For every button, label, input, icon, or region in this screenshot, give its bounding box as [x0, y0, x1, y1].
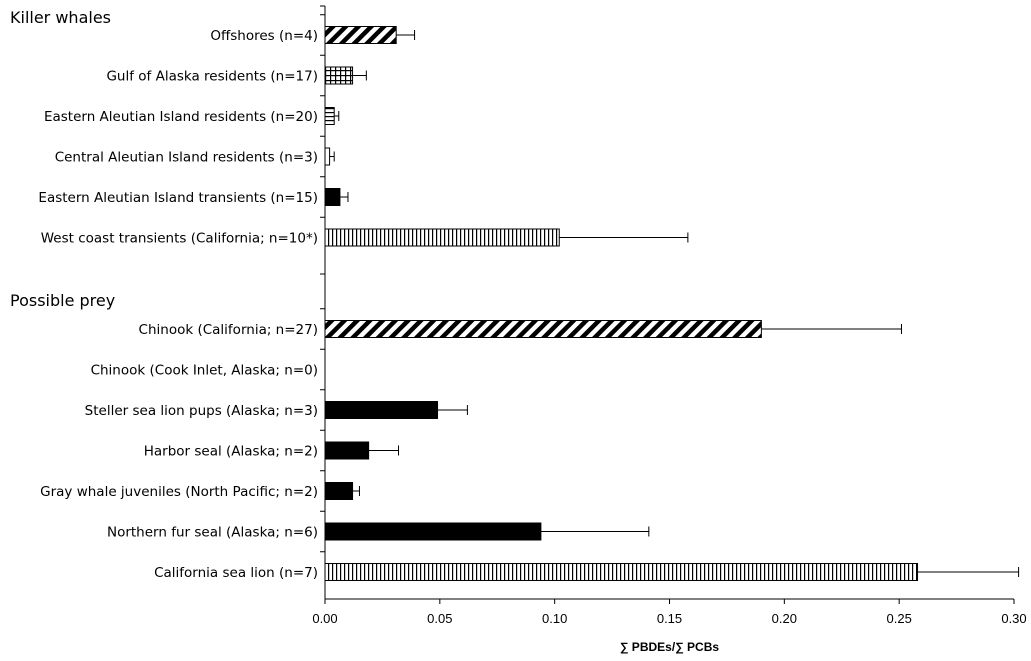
bar [324, 482, 354, 500]
category-label: Offshores (n=4) [210, 28, 318, 44]
bar [324, 147, 331, 166]
category-label: West coast transients (California; n=10*… [41, 231, 318, 247]
category-label: Steller sea lion pups (Alaska; n=3) [85, 403, 318, 419]
bar [324, 563, 919, 581]
category-label: Eastern Aleutian Island residents (n=20) [44, 109, 318, 125]
group-label: Possible prey [10, 291, 115, 310]
x-axis-title: ∑ PBDEs/∑ PCBs [620, 640, 719, 654]
bar [324, 66, 354, 85]
bar [324, 228, 560, 247]
x-tick-label: 0.15 [657, 611, 682, 626]
bar [324, 401, 439, 419]
category-label: Eastern Aleutian Island transients (n=15… [38, 190, 318, 206]
category-label: Chinook (Cook Inlet, Alaska; n=0) [91, 363, 318, 379]
x-tick-label: 0.05 [427, 611, 452, 626]
x-tick-label: 0.20 [772, 611, 797, 626]
bar [324, 188, 341, 206]
x-tick-label: 0.00 [312, 611, 337, 626]
category-label: Northern fur seal (Alaska; n=6) [107, 525, 318, 541]
x-tick-label: 0.30 [1001, 611, 1026, 626]
category-label: Harbor seal (Alaska; n=2) [144, 444, 318, 460]
category-label: Gulf of Alaska residents (n=17) [106, 69, 318, 85]
bar [324, 441, 370, 460]
category-label: Central Aleutian Island residents (n=3) [55, 150, 318, 166]
x-tick-label: 0.25 [887, 611, 912, 626]
bar [324, 107, 335, 125]
x-tick-label: 0.10 [542, 611, 567, 626]
category-label: California sea lion (n=7) [154, 565, 318, 581]
group-label: Killer whales [10, 8, 111, 27]
category-label: Chinook (California; n=27) [139, 322, 318, 338]
bar [324, 522, 542, 541]
bar [324, 320, 762, 338]
category-label: Gray whale juveniles (North Pacific; n=2… [40, 484, 318, 500]
bar [324, 26, 397, 44]
